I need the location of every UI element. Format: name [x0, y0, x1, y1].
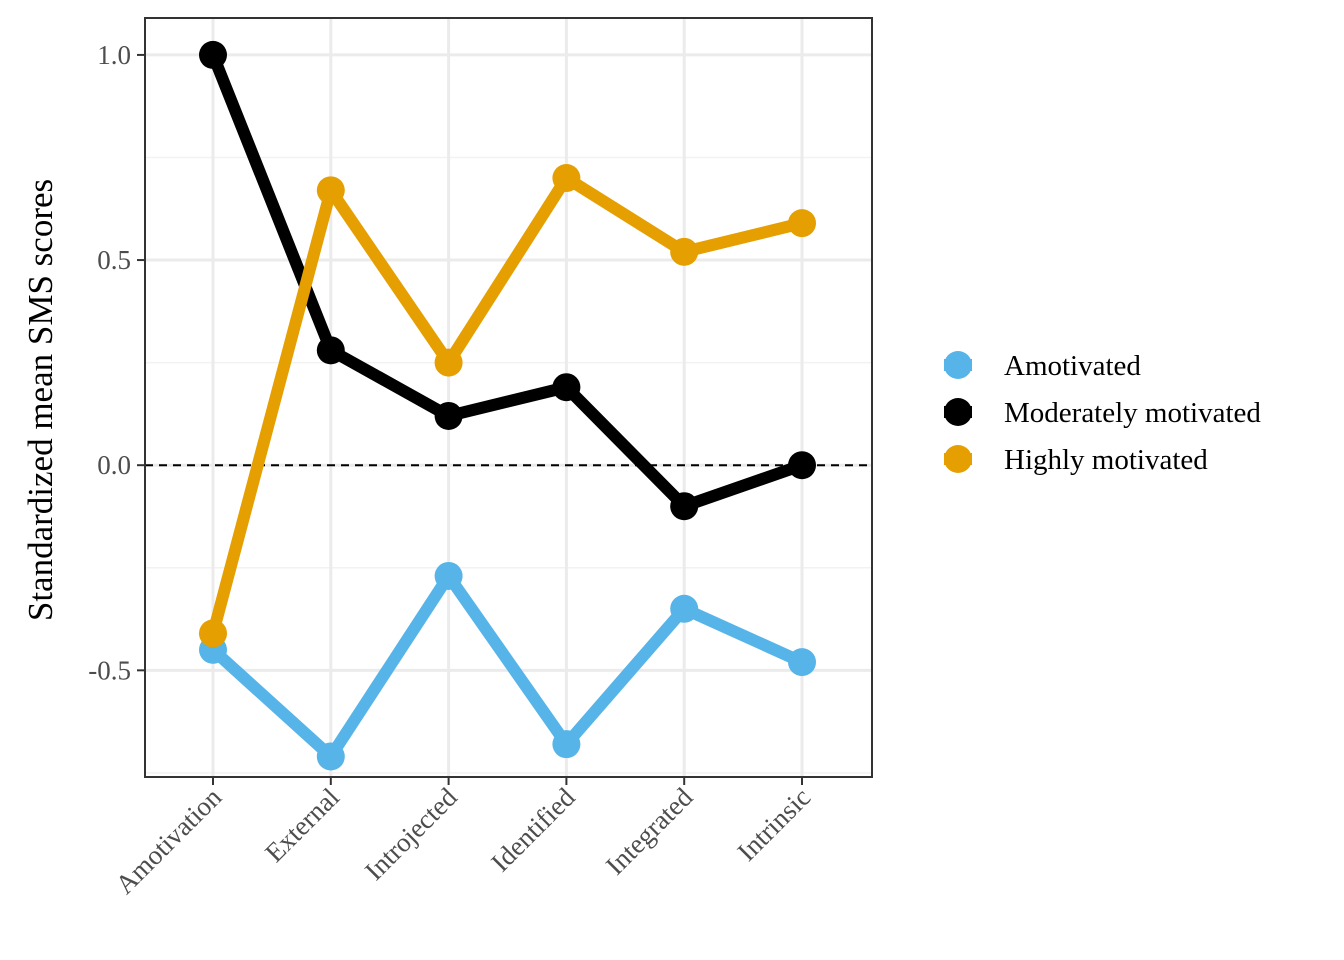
data-point: [788, 451, 816, 480]
legend-item: Moderately motivated: [944, 397, 1261, 429]
series-highly-motivated: [199, 164, 816, 648]
y-tick-label: 0.5: [97, 245, 131, 275]
data-point: [316, 742, 345, 771]
data-point: [316, 176, 345, 205]
data-point: [552, 164, 581, 193]
legend-key-point: [944, 398, 972, 426]
legend-label: Amotivated: [1004, 350, 1141, 382]
data-point: [670, 237, 699, 266]
data-point: [552, 373, 581, 402]
data-point: [788, 209, 816, 238]
data-point: [316, 336, 345, 365]
legend-label: Moderately motivated: [1004, 397, 1261, 429]
data-point: [434, 561, 463, 590]
legend-label: Highly motivated: [1004, 444, 1208, 476]
y-tick-label: 0.0: [97, 450, 131, 480]
data-point: [670, 594, 699, 623]
data-point: [670, 492, 699, 521]
y-tick-label: -0.5: [88, 655, 131, 685]
legend-item: Highly motivated: [944, 444, 1208, 476]
legend-key-point: [944, 445, 972, 473]
series-moderately-motivated: [199, 40, 816, 521]
y-axis-title: Standardized mean SMS scores: [21, 179, 60, 621]
series-layer: [199, 40, 816, 771]
series-line: [207, 172, 808, 640]
data-point: [788, 648, 816, 677]
data-point: [199, 40, 227, 69]
plot-panel-border: [144, 17, 873, 778]
data-point: [434, 401, 463, 430]
legend-item: Amotivated: [944, 350, 1141, 382]
series-line: [207, 569, 808, 763]
data-point: [434, 348, 463, 377]
y-tick-label: 1.0: [97, 40, 131, 70]
data-point: [552, 730, 581, 759]
data-point: [199, 619, 227, 648]
legend-key-point: [944, 351, 972, 379]
series-line: [207, 48, 808, 513]
legend: Amotivated Moderately motivated Highly mot…: [944, 350, 1261, 476]
